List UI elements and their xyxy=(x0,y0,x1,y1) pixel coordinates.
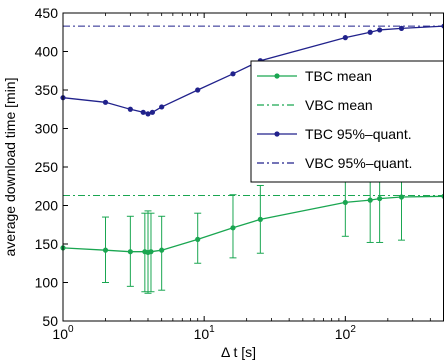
tbc-mean-marker xyxy=(367,197,373,203)
y-tick-label: 250 xyxy=(35,159,59,175)
legend-marker-tbc-mean xyxy=(274,73,280,79)
legend-label-tbc-mean: TBC mean xyxy=(305,68,372,84)
legend-marker-tbc-95-quant xyxy=(274,131,280,137)
tbc-95-quant-marker xyxy=(377,27,383,33)
tbc-95-quant-marker xyxy=(140,109,146,115)
tbc-95-quant-marker xyxy=(342,35,348,41)
x-tick-label: 101 xyxy=(194,324,216,342)
x-tick-label-exponent: 0 xyxy=(68,324,74,335)
x-tick-label: 102 xyxy=(335,324,357,342)
y-axis-label: average download time [min] xyxy=(2,78,18,257)
x-axis-label: Δ t [s] xyxy=(221,344,256,360)
tbc-95-quant-marker xyxy=(230,71,236,77)
legend: TBC mean VBC mean TBC 95%–quant. VBC 95%–qu… xyxy=(250,60,444,183)
legend-box xyxy=(250,60,444,183)
tbc-mean-marker xyxy=(159,247,165,253)
tbc-95-quant-marker xyxy=(367,29,373,35)
y-tick-label: 300 xyxy=(35,121,59,137)
tbc-mean-marker xyxy=(257,216,263,222)
y-tick-label: 350 xyxy=(35,82,59,98)
y-tick-label: 100 xyxy=(35,275,59,291)
tbc-mean-marker xyxy=(102,247,109,253)
tbc-95-quant-marker xyxy=(149,109,156,115)
y-tick-label: 200 xyxy=(35,198,59,214)
y-tick-label: 400 xyxy=(35,44,59,60)
tbc-95-quant-marker xyxy=(195,87,201,93)
legend-label-vbc-95-quant: VBC 95%–quant. xyxy=(305,155,412,171)
y-tick-label: 450 xyxy=(35,5,59,21)
tbc-mean-marker xyxy=(342,199,348,206)
x-tick-label-exponent: 2 xyxy=(350,324,356,335)
tbc-95-quant-marker xyxy=(159,104,165,110)
tbc-95-quant-marker xyxy=(145,111,151,117)
tbc-mean-marker xyxy=(230,225,236,231)
tbc-mean-marker xyxy=(377,195,383,202)
tbc-mean-marker xyxy=(148,249,154,255)
y-tick-label: 150 xyxy=(35,236,59,252)
tbc-95-quant-marker xyxy=(398,25,405,31)
legend-label-tbc-95-quant: TBC 95%–quant. xyxy=(305,126,412,142)
tbc-95-quant-marker xyxy=(127,106,133,112)
legend-label-vbc-mean: VBC mean xyxy=(305,97,373,113)
tbc-mean-marker xyxy=(127,249,133,255)
y-tick-label: 50 xyxy=(42,313,58,329)
tbc-mean-marker xyxy=(195,236,201,242)
x-tick-label-exponent: 1 xyxy=(209,324,215,335)
x-tick-label: 100 xyxy=(52,324,74,342)
tbc-95-quant-marker xyxy=(102,99,109,105)
tbc-mean-marker xyxy=(398,194,405,200)
